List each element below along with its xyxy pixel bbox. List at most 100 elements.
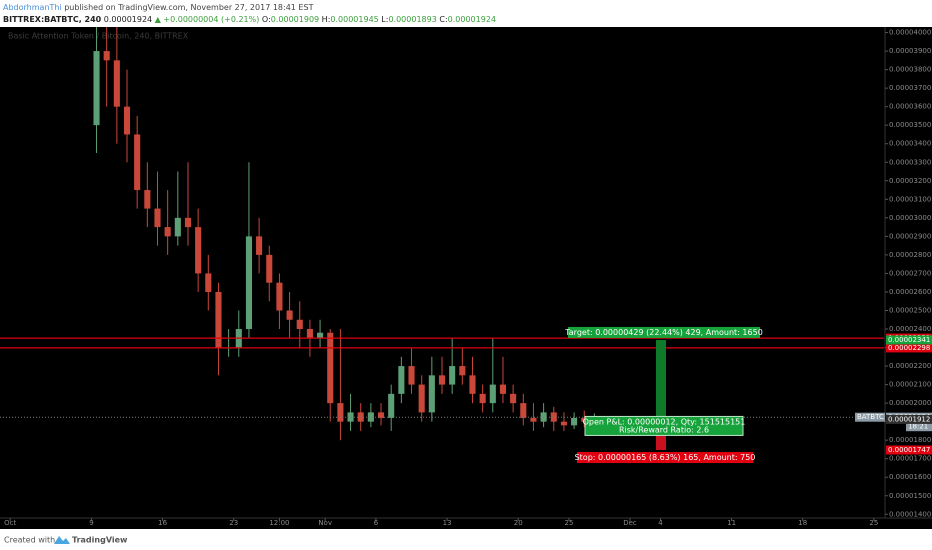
stop-label-box — [577, 452, 753, 464]
published: published on TradingView.com, November 2… — [62, 3, 314, 12]
target-label-box — [568, 326, 760, 338]
y-tick-label: 0.00002000 — [889, 399, 931, 407]
c: 0.00001924 — [448, 15, 496, 24]
y-tick-label: 0.00001800 — [889, 436, 931, 444]
candle-body — [134, 134, 141, 191]
y-tick-label: 0.00003000 — [889, 214, 931, 222]
y-tick-label: 0.00002900 — [889, 232, 931, 240]
candle-body — [154, 208, 161, 228]
candle-body — [449, 366, 456, 385]
rr-label: Risk/Reward Ratio: 2.6 — [619, 425, 709, 434]
x-tick-label: 12:00 — [269, 519, 289, 527]
candle-body — [398, 366, 405, 394]
candles — [93, 27, 598, 441]
candle-body — [408, 366, 415, 385]
countdown-badge — [906, 422, 932, 432]
target-label: Target: 0.00000429 (22.44%) 429, Amount:… — [564, 328, 763, 337]
o: 0.00001909 — [271, 15, 319, 24]
candle-body — [205, 273, 212, 292]
price-badge — [886, 343, 932, 353]
candle-body — [459, 366, 466, 376]
candle-body — [296, 319, 303, 330]
x-tick-label: 25 — [869, 519, 878, 527]
candle-body — [337, 403, 344, 422]
y-tick-label: 0.00004000 — [889, 29, 931, 37]
y-tick-label: 0.00002700 — [889, 269, 931, 277]
candle-body — [428, 375, 435, 413]
y-tick-label: 0.00003100 — [889, 195, 931, 203]
candle-body — [520, 403, 527, 418]
y-tick-label: 0.00003700 — [889, 84, 931, 92]
y-tick-label: 0.00003300 — [889, 158, 931, 166]
c-label: C: — [439, 15, 447, 24]
plot: 0.00001400 0.00001500 0.00001600 0.00001700… — [0, 27, 932, 527]
candle-body — [510, 393, 517, 404]
candle-body — [479, 393, 486, 404]
h-label: H: — [322, 15, 331, 24]
y-tick-label: 0.00003900 — [889, 47, 931, 55]
footer-created: Created with — [4, 536, 55, 545]
candle-body — [469, 375, 476, 394]
stop-label: Stop: 0.00000165 (8.63%) 165, Amount: 75… — [575, 453, 756, 462]
price-badge — [886, 335, 932, 345]
candle-body — [388, 393, 395, 418]
price-badge-label: 0.00002298 — [888, 344, 930, 352]
x-tick-label: 23 — [229, 519, 238, 527]
candle-body — [489, 384, 496, 404]
x-tick-label: 20 — [514, 519, 523, 527]
candle-body — [571, 417, 578, 426]
price-badge — [886, 414, 932, 424]
candle-body — [184, 217, 192, 228]
candle-body — [560, 421, 567, 426]
candle-body — [438, 375, 446, 385]
x-tick-label: 13 — [443, 519, 452, 527]
candle-body — [215, 291, 222, 348]
chart-bg — [0, 27, 932, 529]
y-tick-label: 0.00001400 — [889, 510, 931, 518]
x-tick-label: 6 — [374, 519, 379, 527]
candle-body — [93, 51, 100, 126]
candle-body — [113, 60, 120, 107]
x-tick-label: Nov — [318, 519, 332, 527]
y-tick-label: 0.00002100 — [889, 381, 931, 389]
candle-body — [499, 384, 507, 394]
header-line: AbdorhmanThi published on TradingView.co… — [3, 3, 314, 12]
candle-body — [245, 236, 252, 330]
candle-body — [174, 217, 181, 237]
logo — [54, 536, 70, 544]
candle-body — [286, 310, 293, 320]
l-label: L: — [381, 15, 388, 24]
x-tick-label: 11 — [727, 519, 736, 527]
change: ▲ +0.00000004 (+0.21%) — [155, 15, 260, 24]
symbol-badge-label: BATBTC — [857, 413, 884, 421]
y-tick-label: 0.00002800 — [889, 251, 931, 259]
candle-body — [276, 282, 283, 311]
footer-brand: TradingView — [72, 536, 128, 545]
y-tick-label: 0.00002600 — [889, 288, 931, 296]
price-badge-label: 0.00002341 — [888, 336, 930, 344]
price-badge — [886, 445, 932, 455]
candle-body — [550, 412, 557, 422]
o-label: O: — [262, 15, 271, 24]
y-tick-label: 0.00003600 — [889, 103, 931, 111]
pnl-label-box — [584, 415, 744, 436]
candle-body — [530, 417, 537, 422]
symbol: BITTREX:BATBTC, 240 — [3, 15, 102, 24]
pnl-label: Open P&L: 0.00000012, Qty: 151515151 — [583, 417, 746, 426]
symbol-badge — [855, 412, 885, 422]
price-badge-label: 0.00001747 — [888, 446, 930, 454]
watermark: Basic Attention Token / Bitcoin, 240, BI… — [8, 32, 189, 41]
candle-body — [581, 417, 588, 422]
y-tick-label: 0.00002400 — [889, 325, 931, 333]
y-tick-label: 0.00001600 — [889, 473, 931, 481]
y-tick-label: 0.00002200 — [889, 362, 931, 370]
candle-body — [256, 236, 263, 255]
y-tick-label: 0.00003500 — [889, 121, 931, 129]
candle-body — [347, 412, 354, 422]
x-tick-label: Dec — [623, 519, 637, 527]
x-tick-label: 4 — [658, 519, 663, 527]
y-tick-label: 0.00003200 — [889, 177, 931, 185]
symbol-line: BITTREX:BATBTC, 240 0.00001924 ▲ +0.0000… — [3, 15, 496, 24]
candle-body — [123, 106, 131, 135]
